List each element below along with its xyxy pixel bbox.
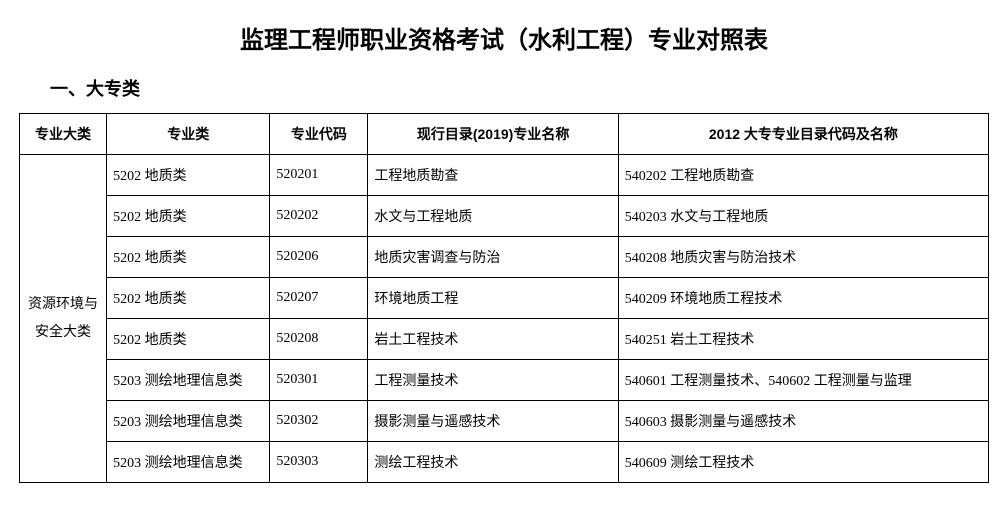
cell-merged-category: 资源环境与安全大类 [20,155,107,483]
cell-major-code: 520206 [270,237,368,278]
cell-current-name: 工程测量技术 [368,360,618,401]
cell-current-name: 岩土工程技术 [368,319,618,360]
cell-2012-name: 540208 地质灾害与防治技术 [618,237,988,278]
cell-major-code: 520301 [270,360,368,401]
header-2012-name: 2012 大专专业目录代码及名称 [618,114,988,155]
cell-major-class: 5202 地质类 [107,155,270,196]
document-title: 监理工程师职业资格考试（水利工程）专业对照表 [10,20,998,55]
cell-major-class: 5203 测绘地理信息类 [107,401,270,442]
header-major-category: 专业大类 [20,114,107,155]
cell-current-name: 摄影测量与遥感技术 [368,401,618,442]
cell-major-class: 5203 测绘地理信息类 [107,360,270,401]
cell-2012-name: 540202 工程地质勘查 [618,155,988,196]
cell-2012-name: 540203 水文与工程地质 [618,196,988,237]
cell-2012-name: 540209 环境地质工程技术 [618,278,988,319]
header-major-code: 专业代码 [270,114,368,155]
cell-major-code: 520201 [270,155,368,196]
cell-2012-name: 540601 工程测量技术、540602 工程测量与监理 [618,360,988,401]
header-current-name: 现行目录(2019)专业名称 [368,114,618,155]
cell-major-code: 520302 [270,401,368,442]
cell-major-class: 5202 地质类 [107,319,270,360]
cell-major-code: 520303 [270,442,368,483]
table-row: 5202 地质类 520208 岩土工程技术 540251 岩土工程技术 [20,319,989,360]
table-row: 5203 测绘地理信息类 520301 工程测量技术 540601 工程测量技术… [20,360,989,401]
cell-2012-name: 540609 测绘工程技术 [618,442,988,483]
cell-2012-name: 540251 岩土工程技术 [618,319,988,360]
table-row: 5202 地质类 520206 地质灾害调查与防治 540208 地质灾害与防治… [20,237,989,278]
table-row: 5202 地质类 520207 环境地质工程 540209 环境地质工程技术 [20,278,989,319]
table-row: 5202 地质类 520202 水文与工程地质 540203 水文与工程地质 [20,196,989,237]
cell-major-code: 520207 [270,278,368,319]
cell-2012-name: 540603 摄影测量与遥感技术 [618,401,988,442]
cell-current-name: 测绘工程技术 [368,442,618,483]
table-header-row: 专业大类 专业类 专业代码 现行目录(2019)专业名称 2012 大专专业目录… [20,114,989,155]
table-body: 资源环境与安全大类 5202 地质类 520201 工程地质勘查 540202 … [20,155,989,483]
comparison-table: 专业大类 专业类 专业代码 现行目录(2019)专业名称 2012 大专专业目录… [19,113,989,483]
section-header: 一、大专类 [50,75,998,101]
table-row: 资源环境与安全大类 5202 地质类 520201 工程地质勘查 540202 … [20,155,989,196]
header-major-class: 专业类 [107,114,270,155]
cell-major-class: 5202 地质类 [107,278,270,319]
cell-major-code: 520202 [270,196,368,237]
cell-major-class: 5203 测绘地理信息类 [107,442,270,483]
cell-current-name: 工程地质勘查 [368,155,618,196]
cell-major-class: 5202 地质类 [107,196,270,237]
cell-major-code: 520208 [270,319,368,360]
cell-current-name: 环境地质工程 [368,278,618,319]
cell-current-name: 水文与工程地质 [368,196,618,237]
table-row: 5203 测绘地理信息类 520302 摄影测量与遥感技术 540603 摄影测… [20,401,989,442]
table-row: 5203 测绘地理信息类 520303 测绘工程技术 540609 测绘工程技术 [20,442,989,483]
cell-major-class: 5202 地质类 [107,237,270,278]
cell-current-name: 地质灾害调查与防治 [368,237,618,278]
